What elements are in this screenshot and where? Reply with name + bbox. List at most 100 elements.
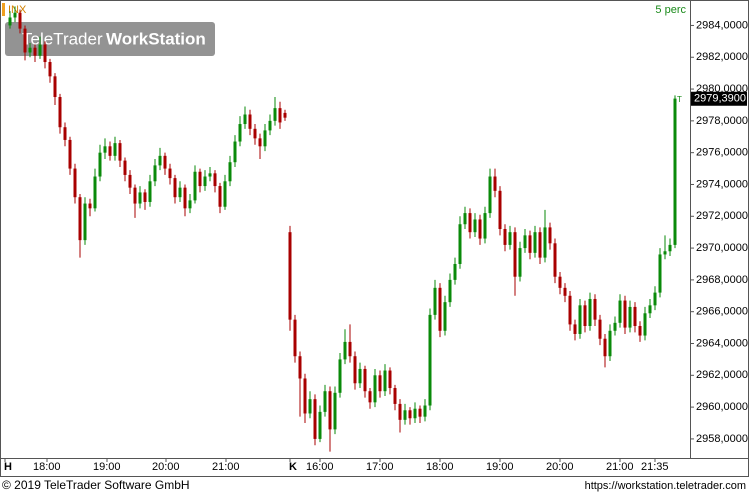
candle-body [658, 254, 662, 293]
y-tick-label: 2972,0000 [696, 210, 748, 222]
candle-body [458, 224, 462, 264]
candle-body [268, 120, 272, 131]
candle-body [8, 17, 12, 26]
watermark-brand: TeleTrader [22, 29, 103, 48]
candle-body [208, 173, 212, 177]
candle-body [638, 326, 642, 336]
watermark-bg [5, 22, 215, 56]
candle-body [213, 173, 217, 187]
x-tick-label: 19:00 [486, 461, 514, 473]
candle-body [533, 232, 537, 253]
candle-body [263, 130, 267, 147]
candle-body [153, 165, 157, 182]
candle-body [613, 322, 617, 331]
x-tick-label: 19:00 [93, 461, 121, 473]
candle-body [323, 391, 327, 412]
candle-body [518, 248, 522, 277]
candle-body [453, 263, 457, 280]
candle-body [88, 203, 92, 209]
candle-body [303, 378, 307, 414]
candle-body [398, 403, 402, 420]
candle-body [28, 47, 32, 53]
candle-body [663, 251, 667, 255]
candle-body [333, 392, 337, 430]
candle-body [633, 306, 637, 327]
candle-body [438, 287, 442, 331]
footer-left: © 2019 TeleTrader Software GmbH [2, 478, 190, 492]
candle-body [498, 190, 502, 229]
candle-body [343, 341, 347, 360]
candle-body [188, 200, 192, 209]
candle-body [428, 314, 432, 406]
candle-body [413, 408, 417, 419]
candle-body [468, 213, 472, 233]
candle-body [408, 410, 412, 419]
candle-body [133, 187, 137, 204]
candle-body [93, 176, 97, 209]
candle-body [623, 300, 627, 328]
candle-body [173, 178, 177, 198]
candle-body [338, 359, 342, 393]
candle-body [258, 138, 262, 147]
candle-body [593, 298, 597, 320]
candle-body [178, 187, 182, 198]
candle-body [378, 375, 382, 392]
y-tick-label: 2958,0000 [696, 433, 748, 445]
candle-body [578, 305, 582, 334]
candle-body [233, 141, 237, 163]
candle-body [328, 391, 332, 430]
candle-body [23, 28, 27, 53]
candle-body [538, 232, 542, 258]
x-tick-label: H [4, 461, 12, 473]
candle-body [278, 108, 282, 123]
candle-body [183, 187, 187, 209]
candle-body [673, 98, 677, 245]
candle-body [513, 232, 517, 277]
candle-body [198, 171, 202, 187]
candle-body [143, 192, 147, 202]
candle-body [423, 405, 427, 417]
candle-body [653, 292, 657, 306]
y-tick-label: 2970,0000 [696, 242, 748, 254]
candle-body [478, 219, 482, 239]
watermark-product: WorkStation [106, 29, 206, 48]
candle-body [163, 155, 167, 169]
x-tick-label: K [289, 461, 297, 473]
x-tick-label: 16:00 [306, 461, 334, 473]
candle-body [508, 232, 512, 245]
candle-body [648, 305, 652, 314]
candle-body [288, 232, 292, 320]
candle-body [298, 356, 302, 379]
candle-body [158, 155, 162, 166]
candle-body [193, 171, 197, 201]
candle-body [253, 128, 257, 139]
candle-body [273, 108, 277, 121]
candle-body [608, 330, 612, 357]
candle-body [223, 181, 227, 207]
candle-body [503, 229, 507, 245]
candle-body [393, 388, 397, 404]
candle-body [543, 227, 547, 258]
candle-body [63, 127, 67, 140]
x-tick-label: 21:00 [606, 461, 634, 473]
candle-body [318, 411, 322, 439]
candle-body [628, 306, 632, 328]
candle-body [603, 338, 607, 357]
y-tick-label: 2964,0000 [696, 337, 748, 349]
candle-body [363, 368, 367, 392]
candle-body [13, 12, 17, 18]
candle-body [128, 174, 132, 188]
y-tick-label: 2984,0000 [696, 19, 748, 31]
last-price-label: 2979,3900 [694, 93, 746, 105]
candle-body [548, 227, 552, 244]
candle-body [98, 152, 102, 177]
candle-body [358, 368, 362, 384]
y-tick-label: 2976,0000 [696, 147, 748, 159]
y-tick-label: 2978,0000 [696, 115, 748, 127]
candle-body [168, 168, 172, 179]
candle-body [118, 143, 122, 161]
candle-body [243, 114, 247, 125]
candle-body [618, 300, 622, 323]
candle-body [313, 399, 317, 439]
